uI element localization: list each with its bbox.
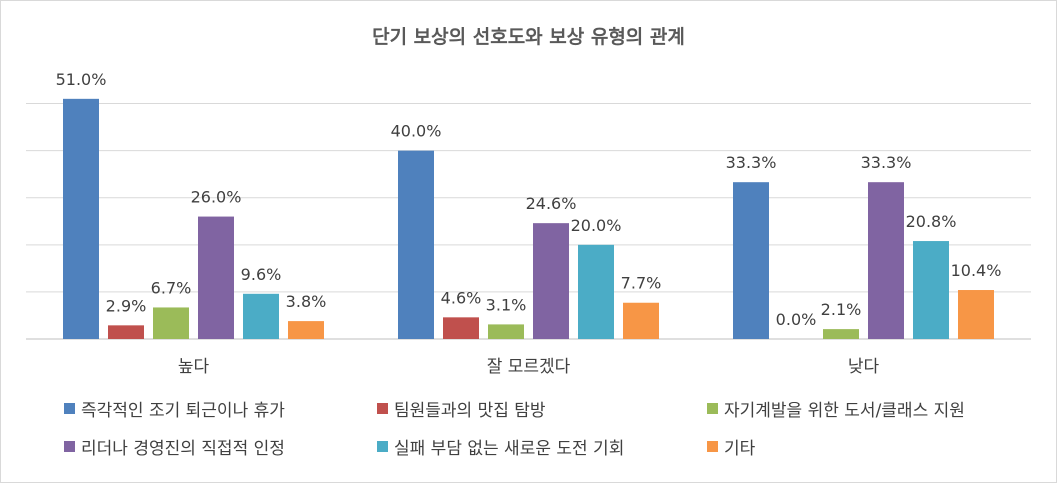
data-label: 2.1% <box>821 300 862 319</box>
legend-swatch <box>707 402 718 414</box>
bar <box>443 317 479 339</box>
data-label: 9.6% <box>241 265 282 284</box>
bar <box>488 324 524 339</box>
legend: 즉각적인 조기 퇴근이나 휴가 팀원들과의 맛집 탐방 자기계발을 위한 도서/클래… <box>64 396 1044 459</box>
legend-item: 실패 부담 없는 새로운 도전 기회 <box>377 434 707 459</box>
bar <box>868 182 904 339</box>
bar <box>288 321 324 339</box>
category-labels: 높다 잘 모르겠다 낮다 <box>178 357 880 377</box>
data-label: 10.4% <box>951 261 1002 280</box>
legend-swatch <box>377 440 388 452</box>
chart-title: 단기 보상의 선호도와 보상 유형의 관계 <box>372 26 685 48</box>
legend-item: 자기계발을 위한 도서/클래스 지원 <box>707 396 1037 421</box>
bars <box>63 98 994 339</box>
data-label: 20.8% <box>906 212 957 231</box>
bar <box>578 244 614 339</box>
data-label: 4.6% <box>441 288 482 307</box>
legend-item: 기타 <box>707 434 1037 459</box>
bar <box>533 223 569 339</box>
bar <box>63 98 99 339</box>
bar <box>398 150 434 339</box>
legend-label: 자기계발을 위한 도서/클래스 지원 <box>724 400 965 421</box>
legend-item: 팀원들과의 맛집 탐방 <box>377 396 707 421</box>
data-label: 40.0% <box>391 122 442 141</box>
data-labels: 51.0% 2.9%6.7% 26.0% 9.6%3.8% 40.0% 4.6% 3.1% 2… <box>56 70 1002 329</box>
bar <box>243 293 279 339</box>
legend-label: 리더나 경영진의 직접적 인정 <box>81 438 285 459</box>
category-label: 낮다 <box>848 357 880 377</box>
legend-label: 팀원들과의 맛집 탐방 <box>394 400 546 421</box>
legend-label: 즉각적인 조기 퇴근이나 휴가 <box>81 400 285 421</box>
data-label: 20.0% <box>571 216 622 235</box>
legend-label: 실패 부담 없는 새로운 도전 기회 <box>394 438 625 459</box>
data-label: 33.3% <box>861 153 912 172</box>
data-label: 3.8% <box>286 292 327 311</box>
bar <box>733 182 769 339</box>
data-label: 2.9% <box>106 296 147 315</box>
legend-item: 리더나 경영진의 직접적 인정 <box>64 434 377 459</box>
data-label: 33.3% <box>726 153 777 172</box>
legend-swatch <box>64 440 75 452</box>
legend-swatch <box>377 402 388 414</box>
bar <box>198 216 234 339</box>
data-label: 6.7% <box>151 278 192 297</box>
legend-swatch <box>707 440 718 452</box>
category-label: 높다 <box>178 357 210 377</box>
data-label: 51.0% <box>56 70 107 89</box>
category-label: 잘 모르겠다 <box>487 357 571 377</box>
data-label: 3.1% <box>486 295 527 314</box>
data-label: 0.0% <box>776 310 817 329</box>
data-label: 26.0% <box>191 188 242 207</box>
gridlines <box>26 103 1031 340</box>
bar <box>623 302 659 339</box>
bar <box>153 307 189 339</box>
bar <box>913 241 949 339</box>
bar <box>108 325 144 339</box>
bar <box>958 290 994 339</box>
data-label: 7.7% <box>621 274 662 293</box>
legend-swatch <box>64 402 75 414</box>
bar <box>823 329 859 339</box>
legend-item: 즉각적인 조기 퇴근이나 휴가 <box>64 396 377 421</box>
data-label: 24.6% <box>526 194 577 213</box>
legend-label: 기타 <box>724 438 756 459</box>
